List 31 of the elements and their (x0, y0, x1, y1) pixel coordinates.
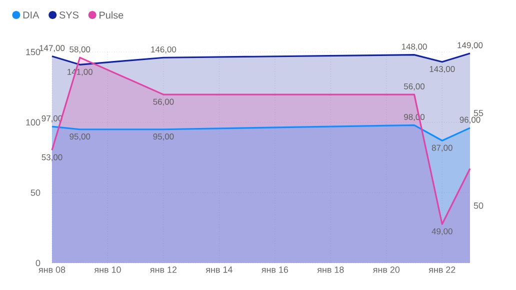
data-label: 148,00 (402, 44, 427, 51)
y-tick-label: 100 (26, 119, 40, 126)
x-tick-label: янв 10 (94, 266, 121, 273)
data-label: 149,00 (458, 42, 483, 50)
legend-label: SYS (59, 11, 78, 19)
data-label: 143,00 (430, 66, 455, 74)
data-label: 95,00 (153, 134, 174, 141)
data-label: 96,00 (460, 116, 480, 124)
x-tick-label: янв 16 (261, 266, 288, 273)
data-label: 87,00 (432, 144, 452, 152)
x-tick-label: янв 12 (150, 266, 177, 273)
data-label: 147,00 (40, 45, 65, 52)
x-tick-label: янв 08 (38, 266, 66, 273)
x-tick-label: янв 22 (428, 266, 456, 273)
data-label: 95,00 (70, 134, 90, 141)
data-label: 49,00 (432, 228, 452, 236)
y2-tick-label: 50 (474, 202, 484, 209)
data-label: 146,00 (151, 46, 176, 54)
legend-label: Pulse (100, 11, 124, 19)
x-tick-label: янв 20 (372, 266, 400, 273)
y2-tick-label: 55 (474, 110, 484, 116)
data-label: 58,00 (70, 46, 90, 54)
x-tick-label: янв 14 (206, 266, 232, 273)
y-tick-label: 0 (36, 260, 40, 266)
y-tick-label: 50 (30, 189, 40, 196)
data-label: 56,00 (404, 83, 425, 90)
x-tick-label: янв 18 (317, 266, 344, 273)
y-tick-label: 150 (26, 48, 40, 56)
data-label: 53,00 (42, 154, 62, 162)
legend-label: DIA (23, 12, 40, 18)
data-label: 56,00 (153, 98, 174, 106)
